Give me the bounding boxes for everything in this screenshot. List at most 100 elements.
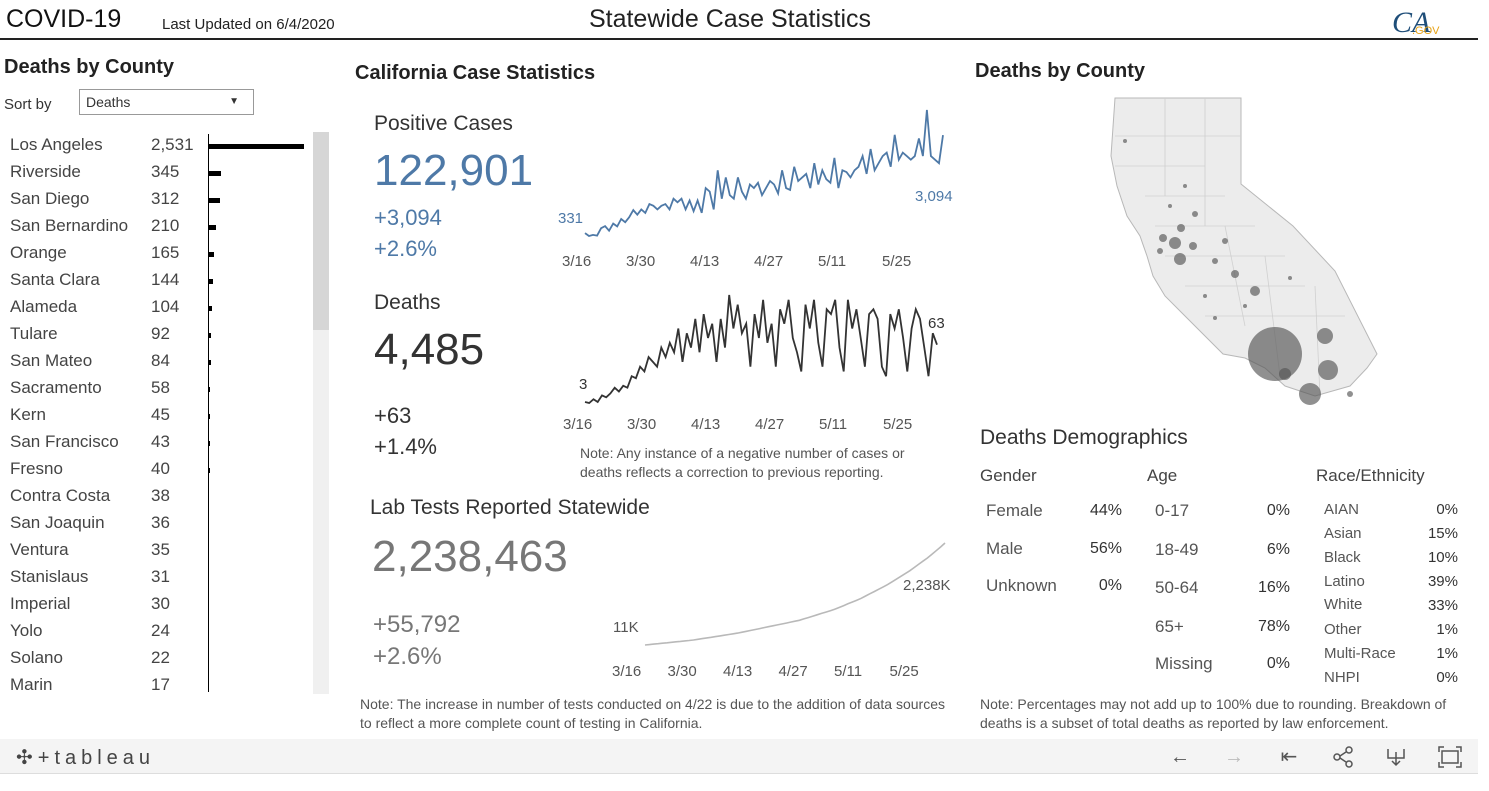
county-row[interactable]: Fresno 40	[0, 456, 310, 483]
x-tick-label: 4/13	[691, 416, 720, 433]
county-deaths: 17	[151, 675, 170, 694]
county-name: Fresno	[10, 459, 63, 478]
county-name: Ventura	[10, 540, 69, 559]
positive-cases-label: Positive Cases	[374, 112, 513, 135]
gender-value: 44%	[1089, 502, 1122, 519]
share-icon[interactable]	[1328, 742, 1358, 772]
county-row[interactable]: San Francisco 43	[0, 429, 310, 456]
demographics-note: Note: Percentages may not add up to 100%…	[980, 696, 1447, 731]
x-tick-label: 4/13	[723, 663, 752, 680]
county-name: Contra Costa	[10, 486, 111, 505]
county-name: Marin	[10, 675, 53, 694]
county-deaths: 24	[151, 621, 170, 640]
county-deaths: 104	[151, 297, 180, 316]
race-label: Multi-Race	[1324, 645, 1396, 662]
case-stats-title: California Case Statistics	[355, 62, 596, 84]
county-name: Solano	[10, 648, 63, 667]
deaths-label: Deaths	[374, 291, 441, 314]
age-header: Age	[1147, 466, 1178, 485]
county-bar	[208, 360, 212, 365]
county-row[interactable]: Sacramento 58	[0, 375, 310, 402]
county-bar	[208, 171, 222, 176]
county-bar	[208, 279, 214, 284]
county-deaths: 345	[151, 162, 180, 181]
county-bar	[208, 387, 211, 392]
ca-gov-logo[interactable]: CA .GOV	[1390, 0, 1446, 38]
county-name: Stanislaus	[10, 567, 89, 586]
redo-icon[interactable]: →	[1224, 746, 1244, 768]
app-title: COVID-19	[6, 5, 122, 33]
chevron-down-icon: ▼	[229, 96, 239, 107]
county-row[interactable]: San Mateo 84	[0, 348, 310, 375]
county-row[interactable]: Marin 17	[0, 672, 310, 699]
page-title: Statewide Case Statistics	[588, 5, 872, 33]
gender-label: Male	[986, 539, 1023, 558]
x-tick-label: 3/16	[612, 663, 641, 680]
county-deaths: 36	[151, 513, 170, 532]
last-value-label: 2,238K	[903, 577, 951, 594]
x-tick-label: 4/27	[755, 416, 784, 433]
county-deaths: 22	[151, 648, 170, 667]
lab-tests-pct: +2.6%	[373, 643, 442, 670]
county-deaths: 40	[151, 459, 170, 478]
county-row[interactable]: San Diego 312	[0, 186, 310, 213]
race-label: Asian	[1324, 525, 1362, 542]
county-list[interactable]: Los Angeles 2,531 Riverside 345 San Diego 312…	[0, 132, 330, 694]
county-deaths: 35	[151, 540, 170, 559]
race-label: White	[1324, 596, 1363, 613]
county-row[interactable]: Los Angeles 2,531	[0, 132, 310, 159]
download-icon[interactable]	[1381, 742, 1411, 772]
gender-header: Gender	[980, 466, 1037, 485]
svg-text:CA: CA	[1392, 6, 1431, 38]
county-deaths: 165	[151, 243, 180, 262]
county-bar	[208, 333, 212, 338]
race-label: NHPI	[1324, 669, 1360, 686]
county-row[interactable]: Kern 45	[0, 402, 310, 429]
county-row[interactable]: Orange 165	[0, 240, 310, 267]
county-deaths: 30	[151, 594, 170, 613]
race-label: Latino	[1324, 573, 1365, 590]
county-row[interactable]: Stanislaus 31	[0, 564, 310, 591]
county-name: Kern	[10, 405, 46, 424]
lab-tests-label: Lab Tests Reported Statewide	[370, 496, 650, 519]
tableau-logo[interactable]: ✣+tableau	[16, 745, 155, 770]
race-value: 0%	[1436, 669, 1458, 686]
county-row[interactable]: Contra Costa 38	[0, 483, 310, 510]
deaths-chart[interactable]: 3/16 3/30 4/13 4/27 5/11 5/25 3 63	[555, 285, 960, 435]
county-row[interactable]: Imperial 30	[0, 591, 310, 618]
county-row[interactable]: Riverside 345	[0, 159, 310, 186]
x-tick-label: 3/30	[626, 253, 655, 270]
race-label: Other	[1324, 621, 1362, 638]
sort-dropdown[interactable]: Deaths ▼	[79, 89, 254, 115]
age-value: 0%	[1266, 502, 1290, 519]
positive-cases-chart[interactable]: 3/16 3/30 4/13 4/27 5/11 5/25 331 3,094	[555, 100, 960, 275]
county-deaths: 58	[151, 378, 170, 397]
age-value: 6%	[1266, 541, 1290, 558]
county-row[interactable]: San Joaquin 36	[0, 510, 310, 537]
california-deaths-map[interactable]	[1105, 96, 1395, 416]
lab-tests-chart[interactable]: 3/16 3/30 4/13 4/27 5/11 5/25 11K 2,238K	[600, 535, 970, 685]
county-name: Orange	[10, 243, 67, 262]
county-bar	[208, 306, 212, 311]
california-outline	[1110, 97, 1378, 397]
county-row[interactable]: Ventura 35	[0, 537, 310, 564]
county-row[interactable]: Solano 22	[0, 645, 310, 672]
death-bubbles	[1123, 139, 1353, 405]
demographics-title: Deaths Demographics	[980, 426, 1188, 449]
county-row[interactable]: Alameda 104	[0, 294, 310, 321]
race-value: 15%	[1427, 525, 1458, 542]
undo-icon[interactable]: ←	[1170, 746, 1190, 768]
x-tick-label: 5/25	[890, 663, 919, 680]
age-value: 16%	[1257, 579, 1290, 596]
revert-icon[interactable]: ⇤	[1280, 746, 1298, 768]
fullscreen-icon[interactable]	[1435, 742, 1465, 772]
county-name: Tulare	[10, 324, 58, 343]
age-label: 65+	[1155, 617, 1184, 636]
county-row[interactable]: Tulare 92	[0, 321, 310, 348]
county-deaths: 31	[151, 567, 170, 586]
x-tick-label: 3/30	[668, 663, 697, 680]
county-row[interactable]: Yolo 24	[0, 618, 310, 645]
county-row[interactable]: San Bernardino 210	[0, 213, 310, 240]
county-row[interactable]: Santa Clara 144	[0, 267, 310, 294]
scrollbar-thumb[interactable]	[313, 132, 329, 330]
